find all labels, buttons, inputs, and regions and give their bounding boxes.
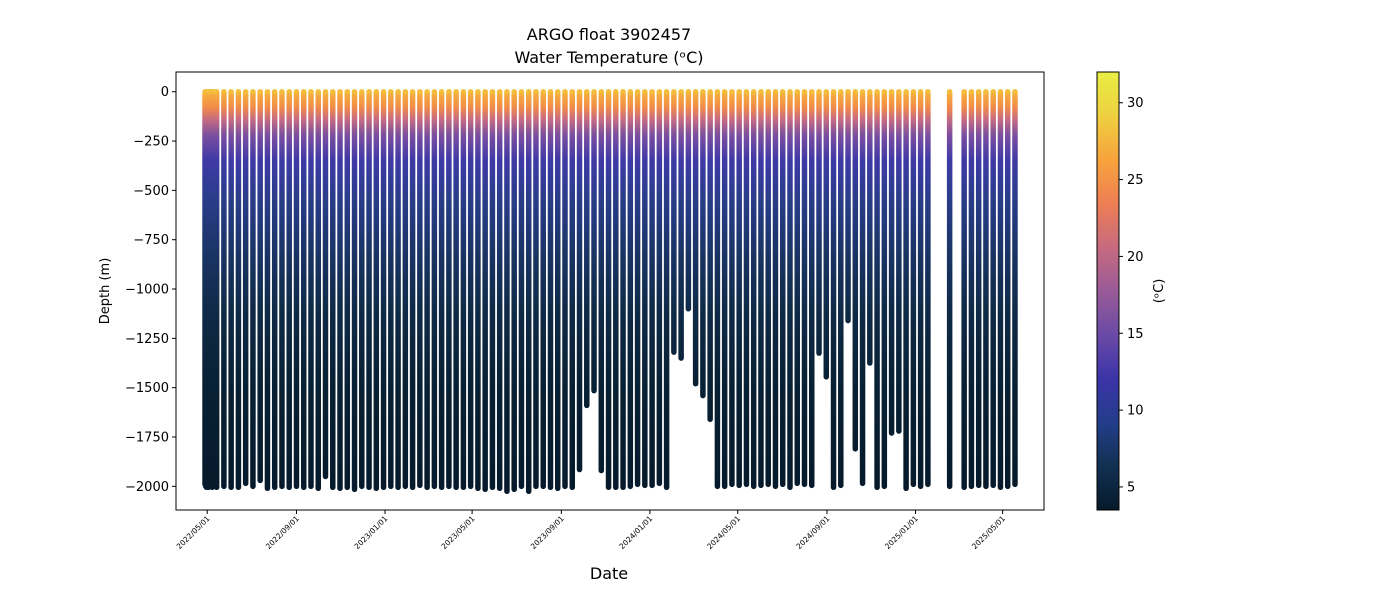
y-tick-label: 0 [161, 85, 169, 100]
profile-lines [202, 88, 1018, 495]
colorbar-axis: 5 10 15 20 25 30 [1119, 96, 1144, 495]
x-tick-label: 2025/05/01 [970, 514, 1007, 551]
x-axis-label: Date [590, 564, 628, 583]
x-tick-label: 2023/05/01 [440, 514, 477, 551]
x-tick-label: 2022/05/01 [175, 514, 212, 551]
x-tick-label: 2025/01/01 [883, 514, 920, 551]
y-tick-label: −1750 [125, 431, 169, 446]
colorbar-tick-label: 15 [1127, 327, 1144, 342]
colorbar [1096, 71, 1120, 511]
x-tick-label: 2023/01/01 [352, 514, 389, 551]
y-tick-label: −1500 [125, 381, 169, 396]
y-axis: 0 −250 −500 −750 −1000 −1250 −1500 −1750 −2000 [125, 85, 176, 495]
colorbar-tick-label: 30 [1127, 96, 1144, 111]
x-tick-label: 2024/05/01 [705, 514, 742, 551]
x-tick-label: 2022/09/01 [264, 514, 301, 551]
x-tick-label: 2024/09/01 [794, 514, 831, 551]
y-tick-label: −750 [133, 233, 169, 248]
plot-frame [175, 71, 1045, 511]
colorbar-tick-label: 10 [1127, 404, 1144, 419]
colorbar-tick-label: 25 [1127, 173, 1144, 188]
colorbar-label: (ᵒC) [1152, 279, 1167, 304]
chart-subtitle: Water Temperature (ᵒC) [514, 48, 703, 67]
y-tick-label: −2000 [125, 480, 169, 495]
chart-title: ARGO float 3902457 [527, 25, 691, 44]
colorbar-tick-label: 20 [1127, 250, 1144, 265]
y-tick-label: −500 [133, 184, 169, 199]
x-tick-label: 2023/09/01 [529, 514, 566, 551]
y-tick-label: −250 [133, 135, 169, 150]
y-tick-label: −1000 [125, 283, 169, 298]
x-axis: 2022/05/01 2022/09/01 2023/01/01 2023/05/01… [175, 510, 1007, 551]
y-tick-label: −1250 [125, 332, 169, 347]
y-axis-label: Depth (m) [98, 258, 113, 325]
colorbar-tick-label: 5 [1127, 480, 1135, 495]
x-tick-label: 2024/01/01 [617, 514, 654, 551]
